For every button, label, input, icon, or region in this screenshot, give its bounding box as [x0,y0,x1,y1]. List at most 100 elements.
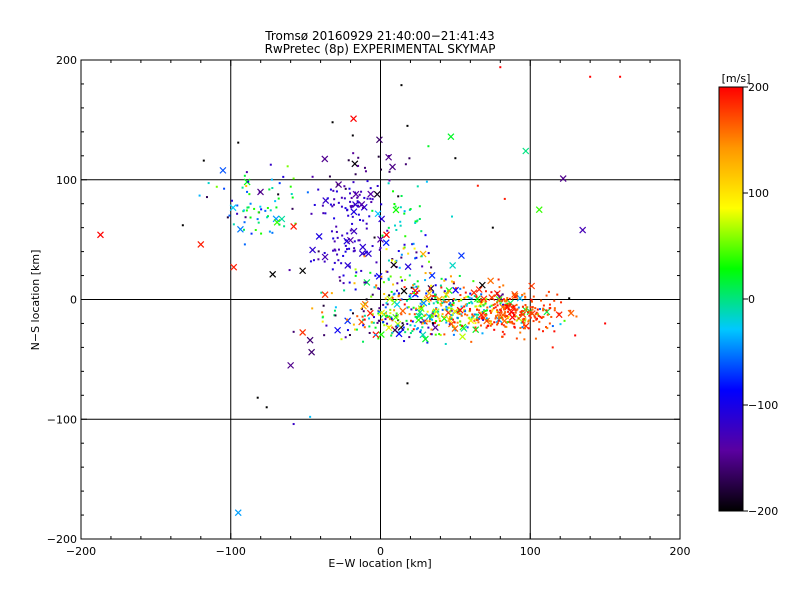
scatter-point [434,321,437,324]
scatter-point [449,304,452,307]
scatter-point [277,197,280,200]
x-tick-label: 100 [520,545,541,558]
scatter-point [228,214,231,217]
scatter-point [501,335,504,338]
scatter-point [489,311,492,314]
scatter-point [499,66,502,69]
scatter-point [524,327,527,330]
scatter-point [335,230,338,233]
scatter-point [230,199,233,202]
scatter-point [456,316,459,319]
scatter-point [344,250,347,253]
scatter-point [538,320,541,323]
scatter-point [357,164,360,167]
scatter-point [365,281,368,284]
scatter-point [400,253,403,256]
scatter-point [428,302,431,305]
scatter-point [365,222,368,225]
scatter-point [472,315,475,318]
scatter-point [360,307,363,310]
scatter-point [266,216,269,219]
scatter-point [489,320,492,323]
scatter-point [387,182,390,185]
scatter-point [459,294,462,297]
scatter-point [480,311,483,314]
scatter-point [482,304,485,307]
scatter-point [430,284,433,287]
scatter-point [463,308,466,311]
scatter-point [416,280,419,283]
scatter-point [322,212,325,215]
scatter-point [496,314,499,317]
scatter-point [532,295,535,298]
scatter-point [326,197,329,200]
scatter-point [493,303,496,306]
scatter-point [531,308,534,311]
scatter-point [340,205,343,208]
scatter-point [497,278,500,281]
scatter-point [278,223,281,226]
scatter-point [434,284,437,287]
scatter-point [512,305,515,308]
scatter-point-x [399,307,407,315]
scatter-point [401,328,404,331]
scatter-point [385,248,388,251]
scatter-point-x [419,331,427,339]
scatter-point-x [321,155,329,163]
scatter-point-x [519,311,527,318]
scatter-point [470,297,473,300]
scatter-point [291,196,294,199]
scatter-point [364,251,367,254]
scatter-point [355,328,358,331]
scatter-point [440,286,443,289]
scatter-point [522,310,525,313]
scatter-point-x [374,210,382,218]
scatter-point [459,287,462,290]
scatter-point [249,202,252,205]
scatter-point [396,315,399,318]
scatter-point [404,278,407,281]
scatter-point [456,321,459,324]
scatter-point [388,170,391,173]
scatter-point [391,258,394,261]
scatter-point [436,298,439,301]
scatter-point-x [400,287,408,295]
scatter-point [513,325,516,328]
scatter-point [247,180,250,183]
y-axis-label: N−S location [km] [29,250,42,351]
scatter-point [408,157,411,160]
scatter-point [506,317,509,320]
scatter-point-x [404,263,412,271]
scatter-point [448,317,451,320]
scatter-point [399,220,402,223]
scatter-point [403,303,406,306]
scatter-point [243,243,246,246]
scatter-point [474,305,477,308]
scatter-point [464,310,467,313]
scatter-point [349,200,352,203]
scatter-point [410,308,413,311]
scatter-point [553,307,556,310]
scatter-point [246,190,249,193]
scatter-point [497,319,500,322]
scatter-point-x [447,133,455,141]
scatter-point [424,234,427,237]
scatter-point [399,224,402,227]
scatter-point [515,303,518,306]
colorbar-tick-label: 0 [748,293,755,306]
scatter-point [474,318,477,321]
scatter-point [485,317,488,320]
scatter-point-x [528,310,536,317]
scatter-point-x [496,293,504,301]
scatter-point [538,328,541,331]
scatter-point [436,301,439,304]
scatter-point [444,295,447,298]
scatter-point [491,297,494,300]
scatter-point [443,333,446,336]
scatter-point-x [393,300,401,308]
scatter-point [523,324,526,327]
scatter-point [358,193,361,196]
x-tick-label: −200 [66,545,96,558]
scatter-point [408,298,411,301]
scatter-point [492,307,495,310]
